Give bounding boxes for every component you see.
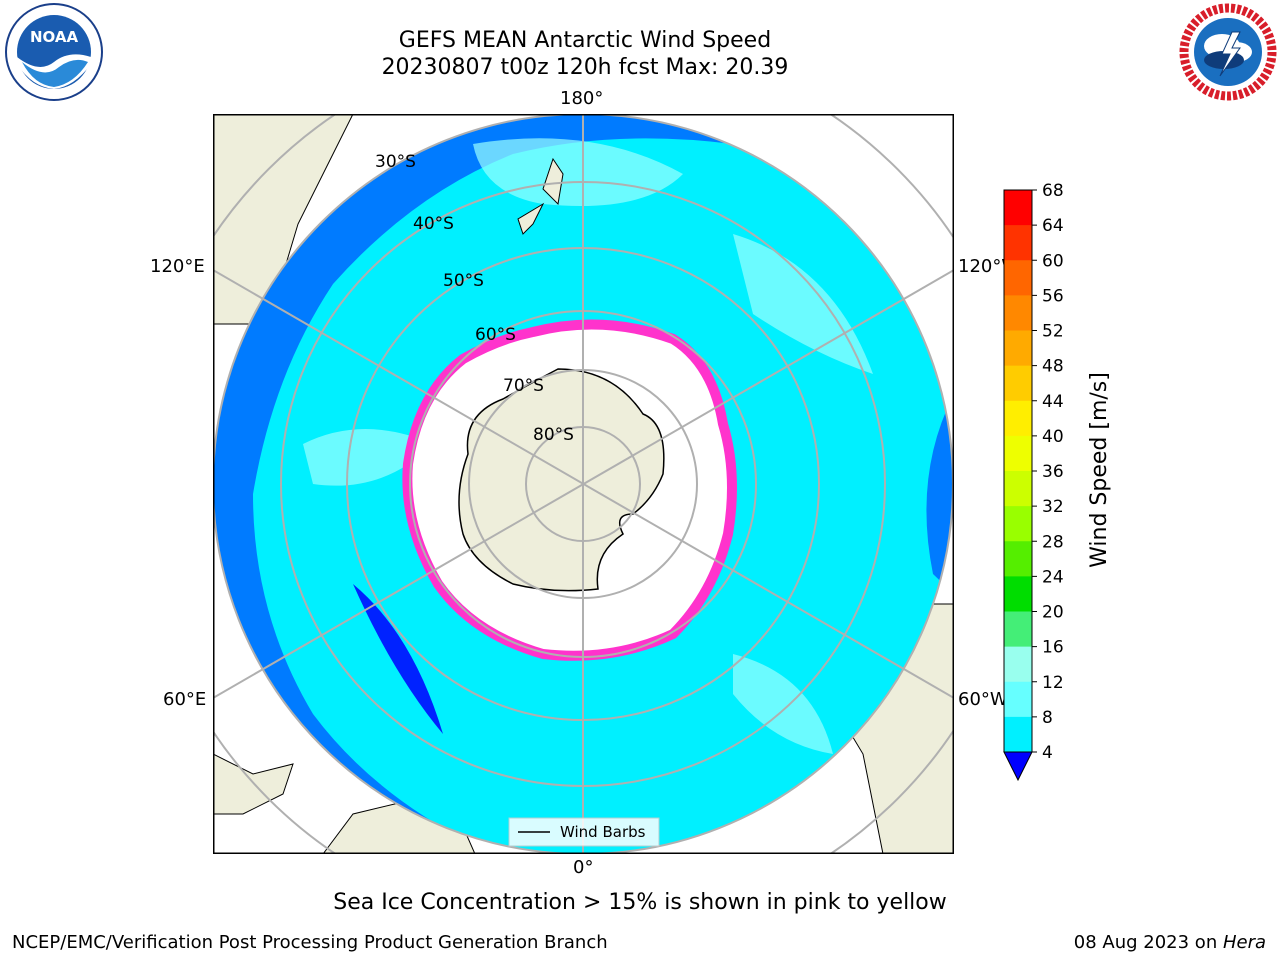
colorbar-segment: [1004, 295, 1032, 331]
colorbar-segment: [1004, 471, 1032, 507]
colorbar-tick-label: 16: [1042, 638, 1064, 658]
colorbar-tick-label: 48: [1042, 357, 1064, 377]
colorbar-tick-label: 32: [1042, 497, 1064, 517]
noaa-logo-text: NOAA: [30, 28, 79, 46]
lat-label-50s: 50°S: [443, 271, 484, 291]
colorbar-tick-label: 4: [1042, 743, 1053, 763]
land-antarctica: [458, 368, 665, 592]
colorbar-segment: [1004, 330, 1032, 367]
colorbar-tick-label: 28: [1042, 532, 1064, 552]
colorbar-segment: [1004, 576, 1032, 612]
colorbar-tick-label: 52: [1042, 322, 1064, 342]
colorbar-tick-label: 24: [1042, 567, 1064, 587]
footer-date-text: 08 Aug 2023 on: [1073, 932, 1223, 953]
polar-map: 30°S 40°S 50°S 60°S 70°S 80°S Wind Barbs: [213, 114, 954, 854]
colorbar-segment: [1004, 646, 1032, 683]
colorbar-tick-label: 56: [1042, 286, 1064, 306]
nws-logo: [1179, 3, 1277, 101]
lon-label-bottom: 0°: [573, 857, 594, 878]
colorbar-segment: [1004, 506, 1032, 542]
colorbar-tick-label: 12: [1042, 673, 1064, 693]
lat-label-30s: 30°S: [375, 152, 416, 172]
map-title: GEFS MEAN Antarctic Wind Speed: [398, 28, 772, 53]
noaa-logo: NOAA: [5, 3, 103, 101]
colorbar-segment: [1004, 716, 1032, 753]
colorbar-tick-label: 20: [1042, 603, 1064, 623]
colorbar-tick-label: 64: [1042, 216, 1064, 236]
graticule: [213, 114, 954, 854]
caption: Sea Ice Concentration > 15% is shown in …: [333, 890, 947, 915]
colorbar-segment: [1004, 365, 1032, 402]
land-new-zealand: [517, 157, 564, 235]
colorbar-segment: [1004, 435, 1032, 472]
lon-label-lower-left: 60°E: [163, 689, 207, 710]
legend-label: Wind Barbs: [560, 823, 646, 841]
colorbar-segment: [1004, 681, 1032, 718]
colorbar-tick-label: 36: [1042, 462, 1064, 482]
footer-credit: NCEP/EMC/Verification Post Processing Pr…: [12, 932, 608, 953]
lat-label-70s: 70°S: [503, 376, 544, 396]
colorbar-segment: [1004, 400, 1032, 437]
colorbar-tick-label: 68: [1042, 181, 1064, 201]
colorbar-title: Wind Speed [m/s]: [1087, 372, 1112, 568]
lat-label-80s: 80°S: [533, 425, 574, 445]
colorbar-tick-label: 8: [1042, 708, 1053, 728]
lat-label-40s: 40°S: [413, 214, 454, 234]
colorbar-segment: [1004, 611, 1032, 648]
map-border: [213, 114, 954, 854]
colorbar-segment: [1004, 541, 1032, 577]
colorbar-segment: [1004, 190, 1032, 226]
colorbar-segment: [1004, 260, 1032, 296]
lat-label-60s: 60°S: [475, 325, 516, 345]
footer-date: 08 Aug 2023 on Hera: [1074, 932, 1266, 953]
footer-machine: Hera: [1222, 932, 1266, 953]
colorbar-extend-arrow: [1003, 751, 1033, 782]
colorbar-segment: [1004, 225, 1032, 261]
lon-label-lower-right: 60°W: [958, 689, 1008, 710]
colorbar-tick-label: 40: [1042, 427, 1064, 447]
land-australia: [213, 114, 354, 325]
map-subtitle: 20230807 t00z 120h fcst Max: 20.39: [381, 55, 789, 80]
colorbar-tick-label: 44: [1042, 392, 1064, 412]
colorbar: 68 64 60 56 52 48 44 40 36 32 28 24 20 16 12 8 4 Wind Sp…: [1003, 181, 1112, 782]
lon-label-upper-left: 120°E: [150, 256, 205, 277]
colorbar-tick-label: 60: [1042, 251, 1064, 271]
lon-label-top: 180°: [560, 88, 604, 109]
